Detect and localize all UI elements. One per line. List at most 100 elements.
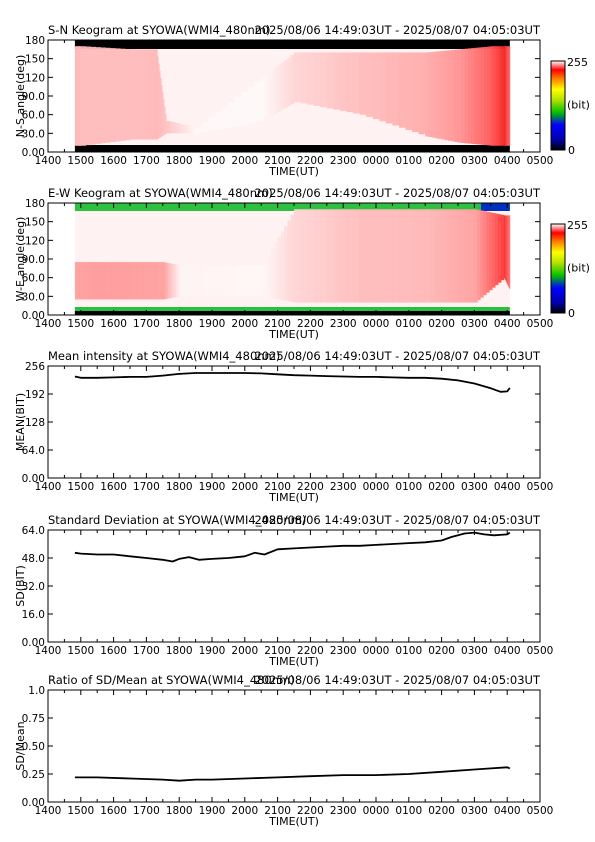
keogram-cell [418,209,426,303]
keogram-cell [379,209,387,303]
keogram-cell [264,74,269,120]
keogram-edge-top [74,203,510,211]
colorbar-unit: (bit) [567,262,590,275]
x-tick-label: 0500 [527,805,554,817]
keogram-cell [177,264,180,297]
keogram-cell [267,72,272,118]
keogram-cell [148,49,152,140]
keogram-cell [220,265,229,297]
x-tick-label: 0000 [363,805,390,817]
keogram-cell [492,212,496,288]
keogram-cell [261,77,265,121]
y-tick-label: 180 [25,35,45,47]
x-tick-label: 2200 [297,805,324,817]
keogram-cell [504,215,506,279]
keogram-cell [86,262,89,300]
keogram-cell [503,215,505,278]
x-tick-label: 1800 [166,805,193,817]
keogram-cell [261,265,265,297]
x-tick-label: 0200 [428,481,455,493]
keogram-cell [405,52,413,130]
plot-frame [47,529,541,643]
keogram-cell [339,209,347,303]
keogram-cell [136,262,144,300]
keogram-cell [174,264,177,298]
keogram-cell [502,46,505,146]
keogram-cell [110,48,116,143]
keogram-cell [346,209,354,303]
x-tick-label: 0500 [527,155,554,167]
y-tick-label: 256 [25,361,45,373]
keogram-cell [477,209,481,301]
colorbar-max-label: 255 [567,56,588,69]
panel-2: E-W Keogram at SYOWA(WMI4_480nm)2025/08/… [14,186,590,341]
panel-title: Mean intensity at SYOWA(WMI4_480nm) [48,349,280,363]
x-tick-label: 2300 [330,155,357,167]
keogram-cell [169,263,172,299]
keogram-cell [94,262,98,300]
keogram-cell [497,46,500,146]
x-tick-label: 1500 [67,645,94,657]
keogram-cell [498,46,501,146]
x-tick-label: 1800 [166,155,193,167]
x-tick-label: 1500 [67,805,94,817]
keogram-cell [505,46,507,146]
keogram-cell [467,48,472,144]
x-tick-label: 2200 [297,318,324,330]
keogram-cell [372,52,380,120]
keogram-cell [320,52,328,108]
keogram-cell [78,46,80,146]
x-tick-label: 0000 [363,645,390,657]
keogram-cell [353,52,360,114]
x-tick-label: 1700 [133,481,160,493]
keogram-cell [187,265,196,297]
y-tick-label: 30.0 [22,291,45,303]
keogram-cell [307,209,315,303]
keogram-cell [480,47,485,145]
keogram-cell [484,46,488,146]
keogram-cell [483,211,487,296]
keogram-cell [359,52,367,115]
keogram-cell [425,209,431,303]
keogram-cell [234,97,242,126]
keogram-cell [441,50,446,140]
y-tick-label: 180 [25,198,45,210]
panel-5: Ratio of SD/Mean at SYOWA(WMI4_480nm)202… [14,673,553,828]
panel-subtitle: 2025/08/06 14:49:03UT - 2025/08/07 04:05… [254,673,540,687]
keogram-cell [177,123,182,134]
x-tick-label: 1700 [133,318,160,330]
x-tick-label: 0100 [395,805,422,817]
x-tick-label: 0100 [395,645,422,657]
keogram-cell [183,124,188,134]
y-axis-label: W-E angle(deg) [14,217,27,302]
x-tick-label: 2100 [264,155,291,167]
keogram-cell [509,46,511,146]
keogram-cell [366,209,374,303]
keogram-cell [464,48,469,144]
y-tick-label: 192 [25,389,45,401]
keogram-cell [474,209,478,303]
x-tick-label: 0200 [428,318,455,330]
keogram-cell [81,262,85,300]
keogram-cell [425,52,429,137]
x-tick-label: 1700 [133,805,160,817]
keogram-cell [359,209,367,303]
x-tick-label: 1600 [100,318,127,330]
keogram-cell [333,52,341,110]
keogram-cell [294,209,301,303]
keogram-cell [135,49,139,140]
keogram-cell [116,262,124,300]
x-tick-label: 2100 [264,481,291,493]
keogram-cell [137,49,141,140]
y-tick-label: 128 [25,417,45,429]
x-tick-label: 1800 [166,318,193,330]
keogram-cell [346,52,354,113]
x-tick-label: 2100 [264,805,291,817]
keogram-cell [493,46,496,146]
x-tick-label: 0400 [494,481,521,493]
x-tick-label: 2300 [330,318,357,330]
x-tick-label: 0400 [494,805,521,817]
y-tick-label: 32.0 [22,581,45,593]
keogram-cell [444,209,451,303]
